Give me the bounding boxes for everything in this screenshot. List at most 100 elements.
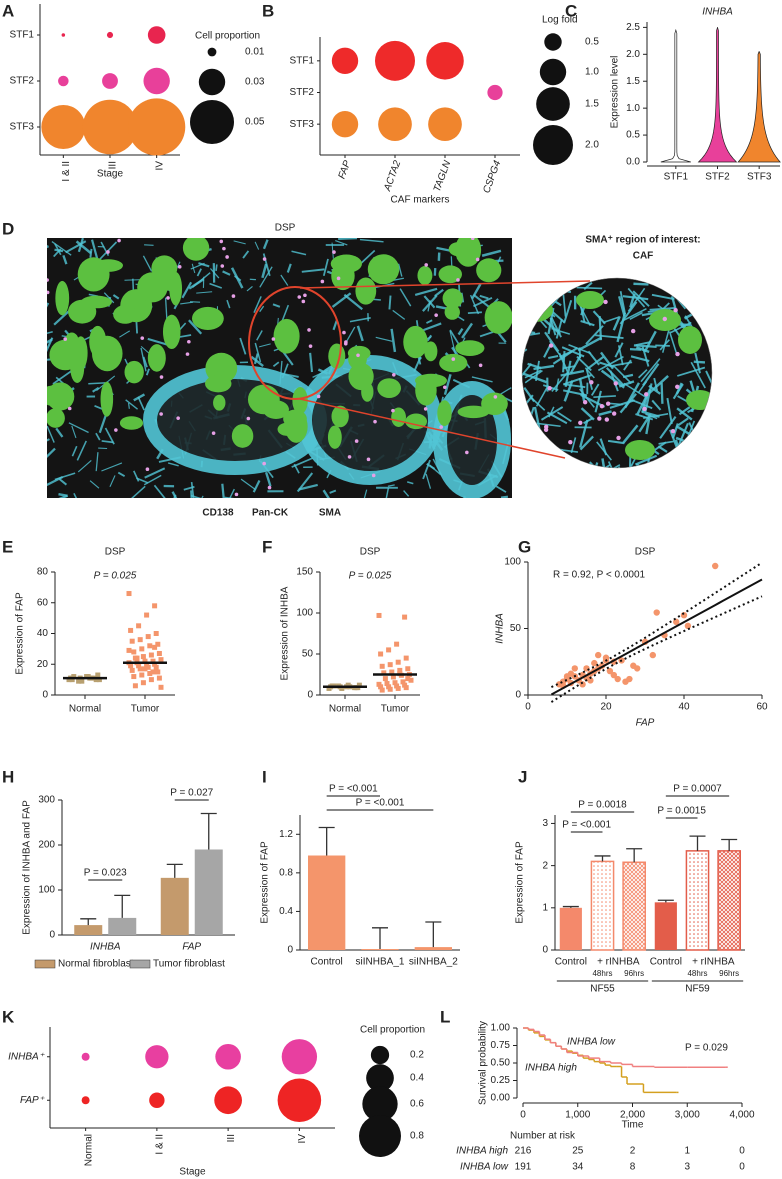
plasma-cell <box>568 439 573 445</box>
y-tick-label: 0 <box>49 930 55 941</box>
fiber <box>250 355 264 367</box>
epithelium <box>231 424 254 448</box>
fiber <box>559 448 579 453</box>
size-legend-dot <box>536 87 570 121</box>
point <box>158 684 164 690</box>
plasma-cell <box>465 450 469 455</box>
size-legend-title: Log fold <box>542 15 578 26</box>
fiber <box>531 308 535 327</box>
panel-letter: A <box>2 1 14 20</box>
error-bar <box>80 918 97 926</box>
epithelium <box>377 378 401 398</box>
annotation: P = 0.025 <box>94 571 137 582</box>
plasma-cell <box>392 372 396 377</box>
plasma-cell <box>332 250 336 254</box>
point <box>610 671 617 679</box>
epithelium <box>292 387 308 415</box>
stain-legend: CD138 <box>202 508 234 519</box>
fiber <box>705 370 712 393</box>
fiber <box>443 373 452 395</box>
x-tick-label: 4,000 <box>729 1110 754 1121</box>
plasma-cell <box>578 420 583 425</box>
plasma-cell <box>630 328 636 334</box>
point <box>392 680 398 686</box>
fiber <box>226 299 231 309</box>
fiber <box>635 463 658 468</box>
fiber <box>623 359 632 371</box>
fiber <box>677 467 700 468</box>
fiber <box>406 481 414 485</box>
point <box>403 685 409 691</box>
risk-count: 2 <box>630 1146 636 1157</box>
point <box>397 667 403 673</box>
fiber <box>47 331 53 335</box>
series-label: INHBA high <box>525 1063 577 1074</box>
plasma-cell <box>371 473 376 478</box>
point <box>378 651 384 657</box>
fiber <box>252 479 261 493</box>
plasma-cell <box>356 353 360 358</box>
point <box>129 667 135 673</box>
violin <box>737 51 781 163</box>
fiber <box>638 369 648 379</box>
fiber <box>101 462 123 472</box>
fiber <box>685 458 691 468</box>
point <box>129 638 135 644</box>
plasma-cell <box>493 395 498 399</box>
point <box>134 655 140 661</box>
fiber <box>253 296 262 314</box>
fiber <box>661 468 662 484</box>
epithelium <box>213 394 226 411</box>
legend-label: Normal fibroblast <box>58 959 134 970</box>
fiber <box>335 240 348 246</box>
x-tick-label: III <box>226 1134 237 1142</box>
error-bar <box>562 905 579 908</box>
epithelium <box>331 261 355 291</box>
plasma-cell <box>114 428 118 432</box>
point <box>152 661 158 667</box>
x-sub-label: 48hrs <box>592 969 612 978</box>
fiber <box>198 262 210 268</box>
dot <box>331 47 359 75</box>
point <box>712 562 719 570</box>
x-axis-label: Time <box>622 1120 644 1131</box>
fiber <box>563 299 573 324</box>
fiber <box>145 368 150 376</box>
plasma-cell <box>267 485 272 490</box>
epithelium <box>205 375 232 393</box>
annotation: P = 0.0015 <box>657 806 706 817</box>
fiber <box>612 315 621 331</box>
fiber <box>117 471 126 478</box>
y-tick-label: 50 <box>510 623 522 634</box>
size-legend-label: 0.8 <box>410 1131 424 1142</box>
fiber <box>522 453 531 468</box>
epithelium <box>455 340 485 356</box>
fiber <box>577 336 603 352</box>
error-bar <box>657 899 674 903</box>
fiber <box>629 293 636 308</box>
dot <box>214 1086 242 1115</box>
point <box>128 663 134 669</box>
fiber <box>262 239 269 250</box>
epithelium <box>49 339 82 371</box>
epithelium <box>47 385 70 406</box>
dot <box>128 98 186 156</box>
size-legend-dot <box>207 47 217 57</box>
plasma-cell <box>320 279 325 284</box>
fiber <box>338 238 358 241</box>
fiber <box>375 336 393 342</box>
fiber <box>55 427 64 438</box>
point <box>390 674 396 680</box>
point <box>634 665 641 672</box>
y-axis-label: Expression of INHBA <box>280 586 291 680</box>
risk-row-label: INHBA low <box>460 1162 509 1173</box>
fiber <box>180 301 194 305</box>
point <box>96 677 102 683</box>
fiber <box>607 439 625 445</box>
risk-row-label: INHBA high <box>456 1146 508 1157</box>
fiber <box>427 300 431 312</box>
fiber <box>298 483 318 491</box>
legend-label: Tumor fibroblast <box>153 959 225 970</box>
fiber <box>570 437 577 454</box>
epithelium <box>355 277 377 305</box>
